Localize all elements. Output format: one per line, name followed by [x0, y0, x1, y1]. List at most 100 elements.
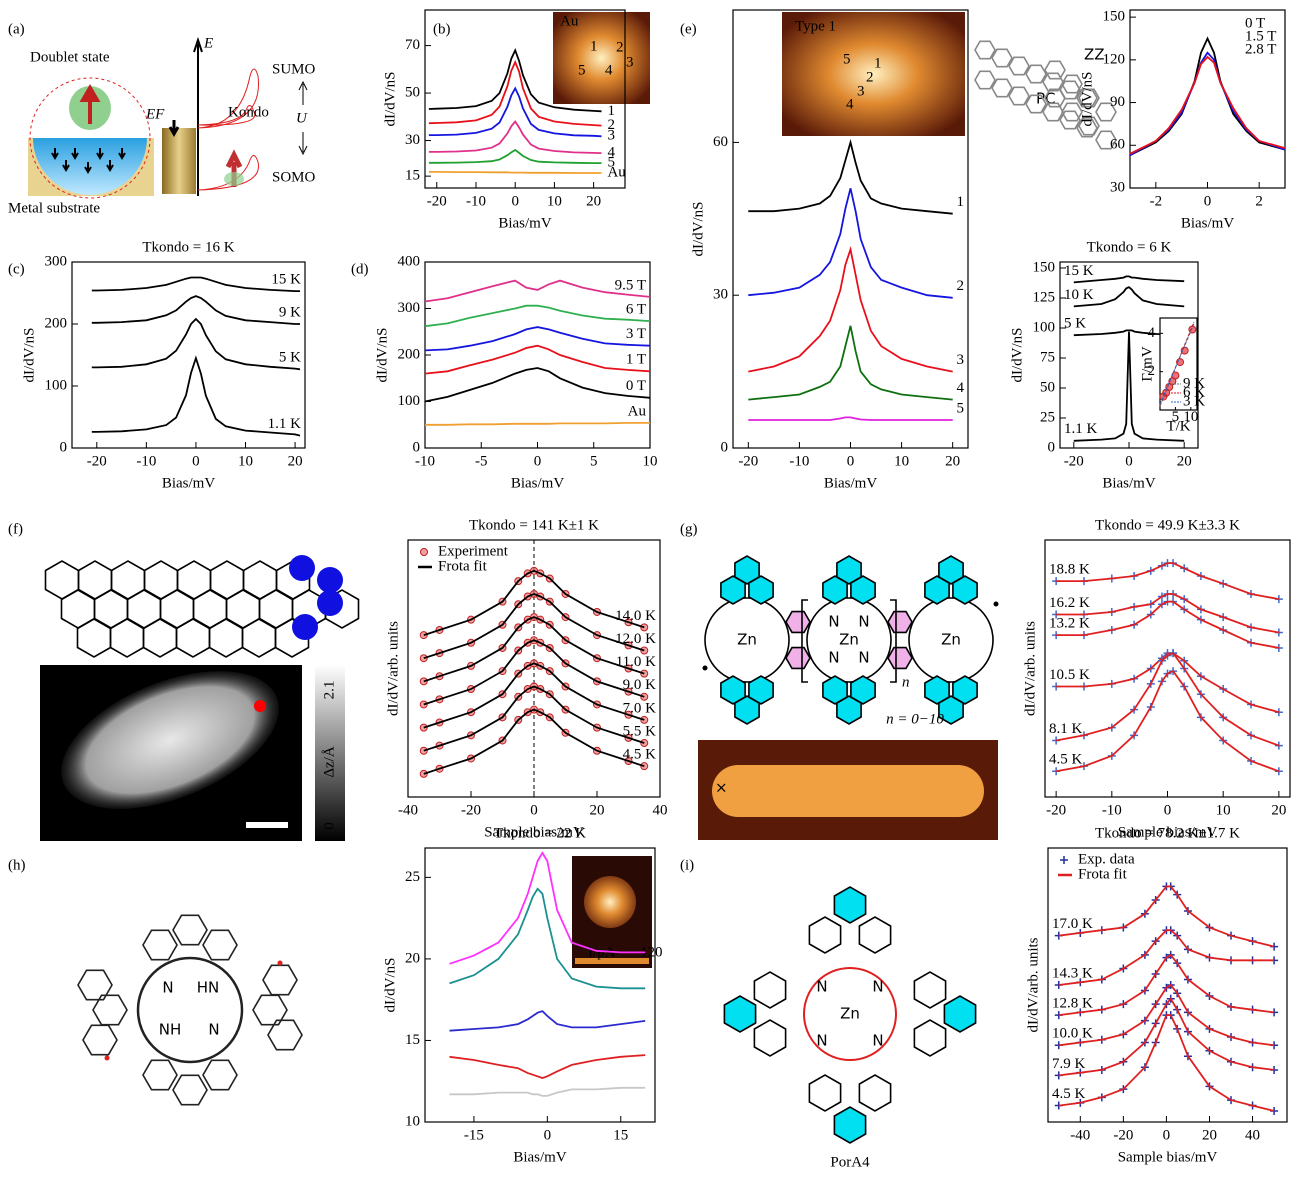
g-atom-label: Zn [737, 631, 757, 649]
b-inset-label: 5 [578, 62, 586, 78]
g-repeat-n: n [902, 674, 910, 690]
y-tick-label: 75 [1040, 349, 1055, 365]
ring [809, 1075, 840, 1111]
panel-label: (i) [680, 857, 694, 873]
spin-density [317, 567, 343, 593]
panel-label: (d) [351, 261, 369, 277]
y-axis-label: Γ/mV [1139, 346, 1155, 382]
series-label: 14.3 K [1052, 965, 1093, 981]
y-tick-label: 60 [1110, 137, 1125, 153]
ring [925, 576, 949, 604]
series-line [1130, 57, 1285, 154]
macrocycle [138, 958, 242, 1062]
x-tick-label: 0 [1163, 1128, 1171, 1144]
chart-title: Tkondo = 78.2 K±1.7 K [1095, 825, 1240, 841]
y-tick-label: 25 [1040, 409, 1055, 425]
x-tick-label: -20 [427, 194, 447, 210]
spin-density [289, 555, 315, 581]
ring [1009, 57, 1029, 74]
radical-dot [703, 666, 708, 671]
ring [851, 576, 875, 604]
doublet-label: Doublet state [30, 49, 110, 65]
y-tick-label: 400 [398, 253, 421, 269]
series-line [748, 188, 952, 297]
legend-label: Frota fit [438, 558, 488, 574]
ring [1026, 65, 1046, 82]
radical-dot [278, 961, 283, 966]
y-tick-label: 20 [405, 950, 420, 966]
y-tick-label: 200 [398, 346, 421, 362]
ring [834, 887, 865, 923]
y-tick-label: 300 [45, 253, 68, 269]
x-tick-label: -20 [461, 803, 481, 819]
x-tick-label: 0 [1125, 454, 1133, 470]
i-atom-label: N [872, 1032, 883, 1050]
x-tick-label: -15 [464, 1128, 484, 1144]
figure: Doublet state Metal substrate E EF Kondo… [0, 0, 1301, 1178]
ring [992, 79, 1012, 96]
ring [263, 965, 297, 994]
data-marker [1181, 347, 1188, 354]
ring [975, 71, 995, 88]
series-label: 6 T [626, 301, 646, 317]
x-axis-label: Bias/mV [162, 475, 216, 491]
panel-label: (b) [433, 21, 451, 37]
x-tick-label: 10 [547, 194, 562, 210]
y-axis-label: dI/dV/arb. units [1022, 621, 1038, 716]
panel-a-diagram: Doublet state Metal substrate E EF Kondo… [8, 35, 316, 216]
e-inset-label: 2 [866, 69, 874, 85]
x-tick-label: 10 [1216, 803, 1231, 819]
f-colorbar-label: Δz/Å [321, 746, 337, 777]
x-tick-label: -10 [789, 454, 809, 470]
series-label: 7.0 K [623, 700, 657, 716]
y-tick-label: 100 [45, 377, 68, 393]
ring [975, 41, 995, 58]
chart: -40-2002040Tkondo = 78.2 K±1.7 KSample b… [1025, 825, 1287, 1165]
h-atom-label: N [162, 979, 173, 997]
y-tick-label: 150 [1103, 9, 1126, 25]
ring [823, 676, 847, 704]
series-line [92, 319, 300, 369]
h-atom-label: N [208, 1021, 219, 1039]
panel-label: (f) [8, 521, 23, 537]
g-tip-mark: × [715, 779, 728, 797]
series-label: 3 T [626, 326, 646, 342]
series-label: 12.0 K [615, 631, 656, 647]
chart: -20-10010200100200300Tkondo = 16 KBias/m… [21, 239, 305, 491]
y-tick-label: 150 [1033, 259, 1056, 275]
ring [203, 1060, 237, 1089]
x-tick-label: 10 [643, 454, 658, 470]
series-label: 3 [607, 128, 615, 144]
sumo-label: SUMO [272, 61, 316, 77]
ring [143, 1060, 177, 1089]
x-axis-label: Bias/mV [498, 215, 552, 231]
series-label: 9.0 K [623, 677, 657, 693]
x-tick-label: 0 [192, 454, 200, 470]
ring [724, 996, 755, 1032]
y-tick-label: 4 [1148, 325, 1156, 341]
ring [992, 49, 1012, 66]
ring [914, 972, 945, 1008]
x-tick-label: -10 [466, 194, 486, 210]
x-tick-label: 2 [1255, 194, 1263, 210]
ring [754, 972, 785, 1008]
y-axis-label: dI/dV/nS [1079, 71, 1095, 126]
y-tick-label: 0 [413, 439, 421, 455]
series-label: 10 K [1064, 287, 1094, 303]
i-molecule-name: PorA4 [830, 1154, 870, 1170]
x-tick-label: 10 [238, 454, 253, 470]
x-tick-label: -20 [738, 454, 758, 470]
b-inset-label: 2 [616, 39, 624, 55]
ring [203, 930, 237, 959]
ring [173, 915, 207, 944]
ring [851, 676, 875, 704]
x-tick-label: 0 [530, 803, 538, 819]
series-label: 1.1 K [1064, 421, 1098, 437]
e-inset-label: 5 [843, 51, 851, 67]
series-label: 3 [957, 352, 965, 368]
series-line [429, 122, 602, 154]
y-tick-label: 120 [1103, 51, 1126, 67]
series-label: 4.5 K [1049, 752, 1083, 768]
series-label: 8.1 K [1049, 721, 1083, 737]
radical-dot [994, 602, 999, 607]
